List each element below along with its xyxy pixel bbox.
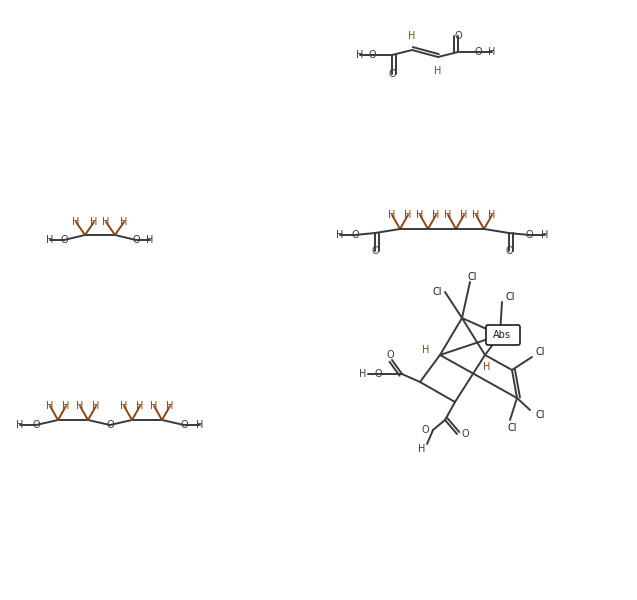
Text: O: O [474, 47, 482, 57]
Text: Cl: Cl [535, 410, 545, 420]
Text: H: H [120, 217, 127, 227]
Text: H: H [147, 235, 154, 245]
Text: H: H [541, 230, 548, 240]
Text: H: H [489, 210, 496, 220]
Text: O: O [371, 246, 379, 256]
Text: H: H [62, 401, 69, 411]
Text: H: H [417, 210, 424, 220]
Text: H: H [433, 210, 440, 220]
Text: Cl: Cl [535, 347, 545, 357]
Text: O: O [421, 425, 429, 435]
Text: O: O [60, 235, 68, 245]
FancyBboxPatch shape [486, 325, 520, 345]
Text: H: H [359, 369, 367, 379]
Text: O: O [32, 420, 39, 430]
Text: H: H [166, 401, 174, 411]
Text: H: H [389, 210, 396, 220]
Text: H: H [489, 47, 496, 57]
Text: H: H [120, 401, 127, 411]
Text: H: H [196, 420, 204, 430]
Text: H: H [356, 50, 364, 60]
Text: H: H [408, 31, 416, 41]
Text: H: H [47, 235, 54, 245]
Text: H: H [103, 217, 110, 227]
Text: O: O [525, 230, 533, 240]
Text: Cl: Cl [433, 287, 441, 297]
Text: O: O [461, 429, 469, 439]
Text: H: H [90, 217, 97, 227]
Text: Cl: Cl [507, 423, 517, 433]
Text: H: H [17, 420, 24, 430]
Text: O: O [132, 235, 140, 245]
Text: H: H [404, 210, 412, 220]
Text: O: O [388, 69, 396, 79]
Text: O: O [180, 420, 188, 430]
Text: Cl: Cl [505, 292, 515, 302]
Text: H: H [419, 444, 426, 454]
Text: H: H [445, 210, 452, 220]
Text: H: H [422, 345, 430, 355]
Text: H: H [434, 66, 441, 76]
Text: Cl: Cl [468, 272, 476, 282]
Text: H: H [92, 401, 99, 411]
Text: H: H [47, 401, 54, 411]
Text: O: O [351, 230, 359, 240]
Text: H: H [76, 401, 83, 411]
Text: O: O [505, 246, 513, 256]
Text: H: H [483, 362, 490, 372]
Text: H: H [461, 210, 468, 220]
Text: H: H [472, 210, 480, 220]
Text: O: O [454, 31, 462, 41]
Text: O: O [386, 350, 394, 360]
Text: O: O [368, 50, 376, 60]
Text: H: H [150, 401, 158, 411]
Text: Abs: Abs [493, 330, 511, 340]
Text: H: H [336, 230, 344, 240]
Text: H: H [73, 217, 80, 227]
Text: O: O [106, 420, 114, 430]
Text: H: H [136, 401, 144, 411]
Text: O: O [374, 369, 382, 379]
